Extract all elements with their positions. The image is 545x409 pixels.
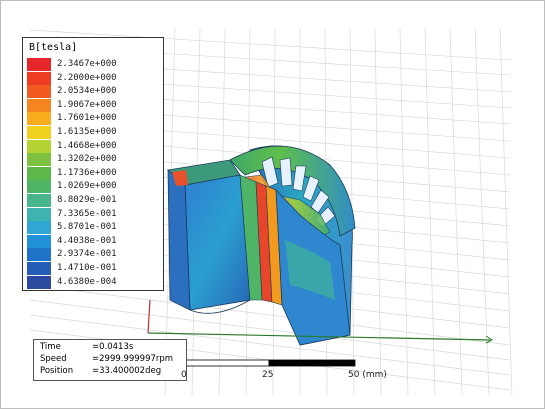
legend-swatch xyxy=(27,98,51,112)
legend-entry: 1.4710e-001 xyxy=(27,262,159,275)
legend-label: 4.4038e-001 xyxy=(57,235,117,246)
legend-entry: 4.4038e-001 xyxy=(27,234,159,248)
legend-label: 4.6380e-004 xyxy=(57,276,117,287)
legend-label: 2.3467e+000 xyxy=(57,59,117,69)
legend-label: 1.9067e+000 xyxy=(57,99,117,110)
legend-swatch xyxy=(27,262,51,275)
legend-swatch xyxy=(27,58,51,71)
legend-label: 1.3202e+000 xyxy=(57,154,117,165)
legend-label: 1.4710e-001 xyxy=(57,263,117,273)
legend-swatch xyxy=(27,194,51,207)
legend-entry: 2.9374e-001 xyxy=(27,248,159,262)
position-label: Position xyxy=(40,366,74,376)
legend-entry: 7.3365e-001 xyxy=(27,207,159,221)
legend-swatch xyxy=(27,234,51,248)
legend-entry: 1.9067e+000 xyxy=(27,98,159,112)
time-value: =0.0413s xyxy=(92,342,134,352)
legend-swatch xyxy=(27,71,51,85)
legend-label: 1.1736e+000 xyxy=(57,167,117,178)
speed-label: Speed xyxy=(40,354,67,364)
legend-label: 7.3365e-001 xyxy=(57,208,117,219)
scale-label-end: 50 (mm) xyxy=(348,370,387,380)
legend-title: B[tesla] xyxy=(29,42,78,53)
legend-entry: 2.3467e+000 xyxy=(27,58,159,71)
legend-entry: 2.0534e+000 xyxy=(27,85,159,99)
scale-label-zero: 0 xyxy=(181,370,187,380)
motor-model xyxy=(167,145,356,346)
color-legend: B[tesla] 2.3467e+000 2.2000e+000 2.0534e+0… xyxy=(22,37,164,291)
legend-swatch xyxy=(27,207,51,221)
legend-swatch xyxy=(27,166,51,180)
legend-swatch xyxy=(27,275,51,289)
legend-label: 5.8701e-001 xyxy=(57,222,117,233)
time-label: Time xyxy=(40,342,61,352)
legend-swatch xyxy=(27,248,51,262)
legend-swatch xyxy=(27,221,51,235)
legend-entry: 1.4668e+000 xyxy=(27,139,159,153)
legend-swatch xyxy=(27,126,51,139)
legend-label: 2.2000e+000 xyxy=(57,72,117,83)
legend-label: 1.0269e+000 xyxy=(57,181,117,192)
legend-entry: 8.8029e-001 xyxy=(27,194,159,207)
position-value: =33.400002deg xyxy=(92,366,162,376)
scale-bar xyxy=(184,359,356,367)
legend-label: 8.8029e-001 xyxy=(57,195,117,205)
position-line: Position =33.400002deg xyxy=(40,366,161,376)
scale-label-mid: 25 xyxy=(262,370,274,380)
axes xyxy=(147,299,493,344)
legend-entry: 2.2000e+000 xyxy=(27,71,159,85)
stator-slots xyxy=(261,156,336,228)
time-line: Time =0.0413s xyxy=(40,342,133,352)
legend-entry: 1.3202e+000 xyxy=(27,153,159,167)
speed-line: Speed =2999.999997rpm xyxy=(40,354,173,364)
legend-swatch xyxy=(27,180,51,194)
legend-swatch xyxy=(27,139,51,153)
legend-swatch xyxy=(27,153,51,167)
legend-label: 1.7601e+000 xyxy=(57,113,117,124)
legend-label: 2.0534e+000 xyxy=(57,86,117,97)
speed-value: =2999.999997rpm xyxy=(92,354,174,364)
legend-entry: 1.6135e+000 xyxy=(27,126,159,139)
legend-swatch xyxy=(27,112,51,126)
legend-label: 1.6135e+000 xyxy=(57,127,117,137)
legend-label: 1.4668e+000 xyxy=(57,140,117,151)
animation-info-box: Time =0.0413s Speed =2999.999997rpm Positi… xyxy=(33,339,187,381)
legend-label: 2.9374e-001 xyxy=(57,249,117,260)
legend-entry: 1.1736e+000 xyxy=(27,166,159,180)
legend-entry: 1.7601e+000 xyxy=(27,112,159,126)
legend-entry: 1.0269e+000 xyxy=(27,180,159,194)
legend-entry: 5.8701e-001 xyxy=(27,221,159,235)
legend-swatch xyxy=(27,85,51,99)
legend-entry: 4.6380e-004 xyxy=(27,275,159,289)
